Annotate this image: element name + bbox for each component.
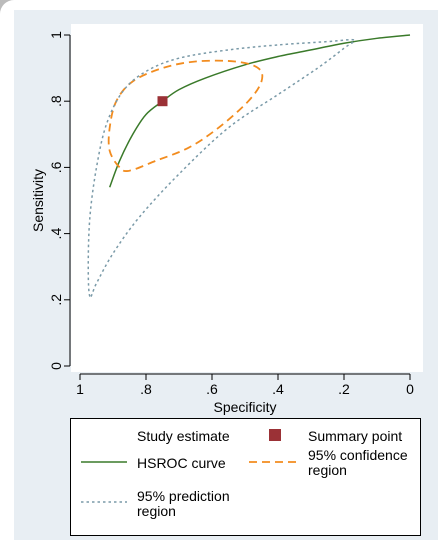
y-tick-label: .6 xyxy=(48,161,64,173)
plot-area xyxy=(71,24,423,372)
x-tick-label: .6 xyxy=(206,381,218,397)
marks-group xyxy=(157,96,168,107)
prediction-swatch xyxy=(81,501,127,503)
y-tick-label: .4 xyxy=(48,228,64,240)
chart-svg: 0 .2 .4 .6 .8 1 Sensitivity 1 .8 .6 .4 .2 0 Specifici… xyxy=(30,24,423,415)
corner-decoration xyxy=(0,0,14,14)
y-tick-label: 0 xyxy=(48,362,64,370)
y-tick-label: .8 xyxy=(48,95,64,107)
legend-label-summary-point: Summary point xyxy=(308,428,403,444)
x-tick-label: .2 xyxy=(338,381,350,397)
legend: Study estimate Summary point HSROC curve… xyxy=(70,418,421,536)
x-tick-label: .8 xyxy=(140,381,152,397)
summary-point-swatch xyxy=(269,429,281,441)
confidence-region xyxy=(107,59,264,173)
hsroc-curve xyxy=(108,34,411,188)
x-axis-title: Specificity xyxy=(213,399,276,415)
y-tick-label: .2 xyxy=(48,294,64,306)
y-axis-title: Sensitivity xyxy=(30,169,46,232)
summary-point-marker xyxy=(157,96,168,107)
confidence-swatch xyxy=(249,461,301,463)
x-tick-label: 0 xyxy=(406,381,414,397)
axes: 0 .2 .4 .6 .8 1 Sensitivity 1 .8 .6 .4 .2 0 Specifici… xyxy=(30,31,414,415)
y-tick-label: 1 xyxy=(48,31,64,39)
prediction-region xyxy=(87,38,356,298)
hsroc-swatch xyxy=(81,461,127,463)
x-tick-label: .4 xyxy=(272,381,284,397)
x-tick-label: 1 xyxy=(76,381,84,397)
legend-label-hsroc: HSROC curve xyxy=(137,455,226,471)
legend-label-confidence: 95% confidence region xyxy=(308,447,408,478)
legend-label-prediction: 95% prediction region xyxy=(137,488,230,519)
legend-label-study-estimate: Study estimate xyxy=(137,428,230,444)
series-group xyxy=(87,34,411,298)
